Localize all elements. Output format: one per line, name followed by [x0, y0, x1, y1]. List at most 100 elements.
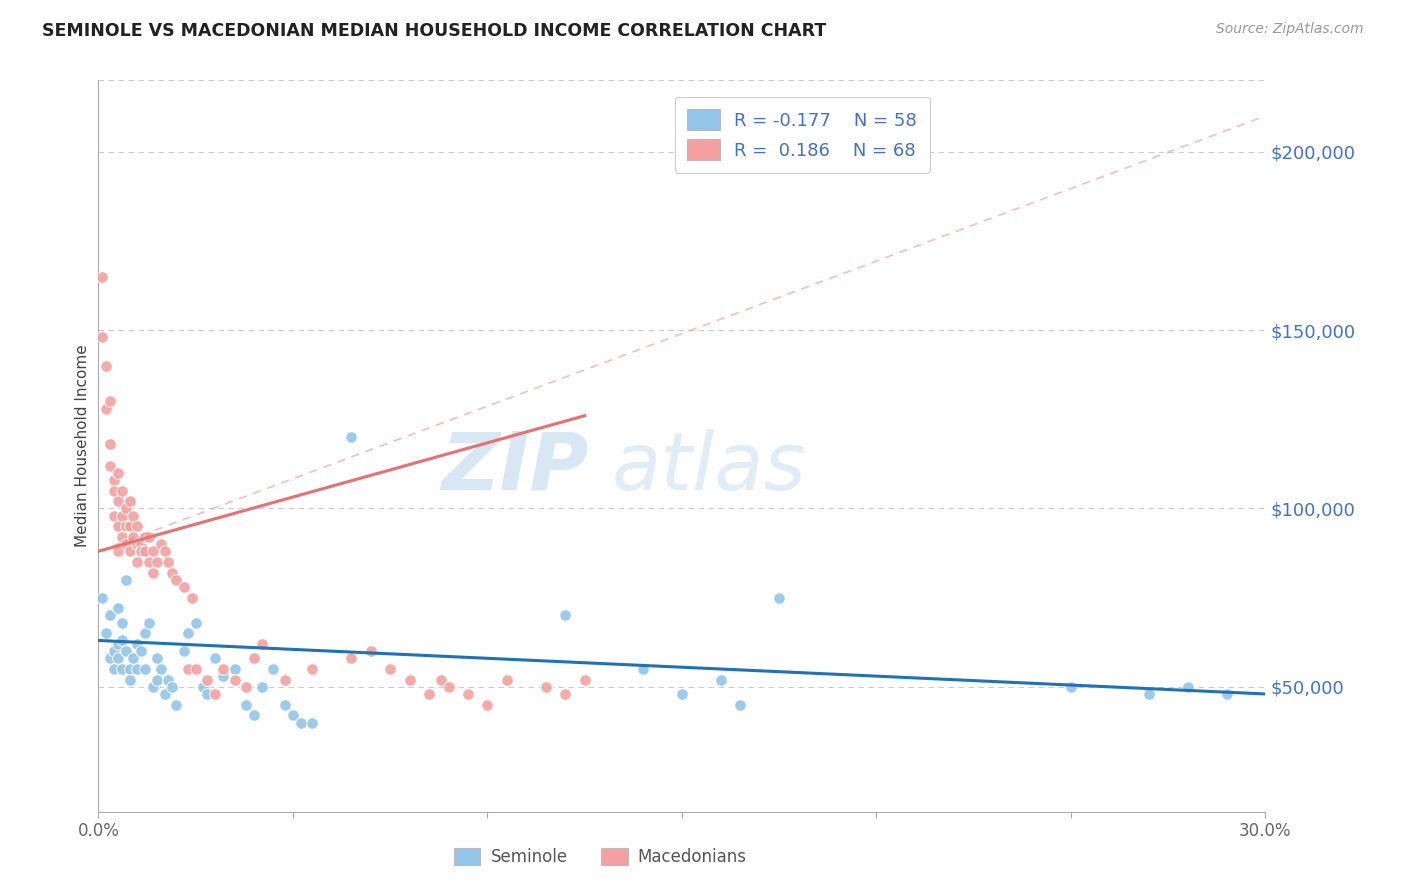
Point [91, 269, 114, 284]
Point [212, 669, 235, 683]
Point [127, 519, 149, 533]
Point [235, 680, 257, 694]
Point [184, 662, 207, 676]
Point [98, 394, 121, 409]
Point [146, 651, 169, 665]
Point [114, 537, 136, 551]
Point [477, 698, 499, 712]
Point [96, 401, 118, 416]
Point [127, 662, 149, 676]
Point [235, 698, 257, 712]
Point [142, 544, 165, 558]
Point [340, 651, 363, 665]
Point [1060, 680, 1083, 694]
Point [129, 644, 152, 658]
Point [146, 555, 169, 569]
Point [224, 673, 246, 687]
Point [149, 537, 172, 551]
Point [184, 615, 207, 630]
Point [301, 715, 323, 730]
Point [98, 458, 121, 473]
Point [429, 673, 451, 687]
Point [157, 555, 180, 569]
Point [495, 673, 517, 687]
Point [134, 544, 156, 558]
Point [195, 673, 218, 687]
Point [146, 673, 169, 687]
Point [111, 615, 134, 630]
Point [134, 626, 156, 640]
Text: SEMINOLE VS MACEDONIAN MEDIAN HOUSEHOLD INCOME CORRELATION CHART: SEMINOLE VS MACEDONIAN MEDIAN HOUSEHOLD … [42, 22, 827, 40]
Point [224, 662, 246, 676]
Point [457, 687, 479, 701]
Point [157, 673, 180, 687]
Point [768, 591, 790, 605]
Point [96, 626, 118, 640]
Point [162, 680, 184, 694]
Point [153, 544, 176, 558]
Point [204, 651, 226, 665]
Point [301, 662, 323, 676]
Point [98, 437, 121, 451]
Point [134, 662, 156, 676]
Point [107, 466, 129, 480]
Point [111, 662, 134, 676]
Point [398, 673, 420, 687]
Point [730, 698, 752, 712]
Text: ZIP: ZIP [441, 429, 589, 507]
Point [274, 698, 297, 712]
Point [107, 494, 129, 508]
Point [243, 708, 266, 723]
Point [262, 662, 284, 676]
Point [173, 580, 195, 594]
Point [162, 566, 184, 580]
Point [180, 591, 202, 605]
Point [107, 544, 129, 558]
Point [107, 519, 129, 533]
Point [204, 687, 226, 701]
Point [103, 508, 125, 523]
Point [153, 687, 176, 701]
Point [111, 483, 134, 498]
Point [118, 494, 141, 508]
Point [250, 637, 273, 651]
Point [1137, 687, 1160, 701]
Point [98, 608, 121, 623]
Text: atlas: atlas [612, 429, 807, 507]
Point [122, 530, 145, 544]
Point [111, 633, 134, 648]
Point [574, 673, 596, 687]
Point [1177, 680, 1199, 694]
Point [118, 662, 141, 676]
Point [378, 662, 402, 676]
Point [173, 644, 195, 658]
Point [127, 555, 149, 569]
Point [290, 715, 312, 730]
Point [177, 626, 200, 640]
Legend: Seminole, Macedonians: Seminole, Macedonians [447, 841, 754, 873]
Point [96, 359, 118, 373]
Point [212, 662, 235, 676]
Point [107, 637, 129, 651]
Point [554, 608, 576, 623]
Point [103, 483, 125, 498]
Point [114, 573, 136, 587]
Point [142, 566, 165, 580]
Point [91, 591, 114, 605]
Point [554, 687, 576, 701]
Point [274, 673, 297, 687]
Point [111, 530, 134, 544]
Point [129, 537, 152, 551]
Point [129, 544, 152, 558]
Text: Source: ZipAtlas.com: Source: ZipAtlas.com [1216, 22, 1364, 37]
Point [107, 651, 129, 665]
Point [250, 680, 273, 694]
Point [103, 662, 125, 676]
Point [437, 680, 460, 694]
Point [631, 662, 654, 676]
Point [103, 473, 125, 487]
Point [118, 673, 141, 687]
Point [165, 698, 187, 712]
Point [134, 530, 156, 544]
Point [111, 508, 134, 523]
